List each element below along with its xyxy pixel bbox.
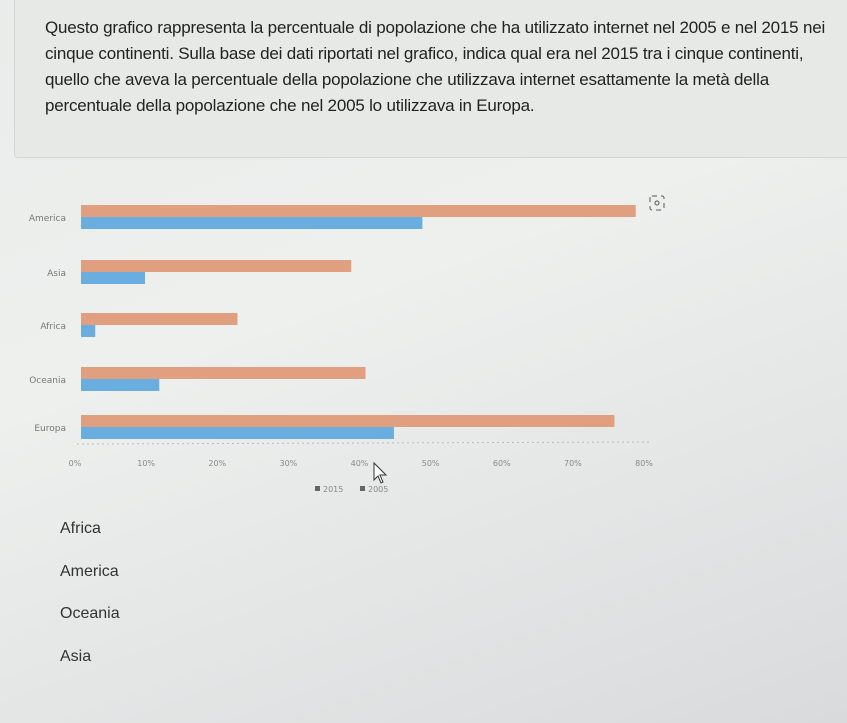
- x-tick-label: 60%: [493, 459, 511, 468]
- x-tick-label: 10%: [137, 459, 155, 468]
- x-tick-label: 20%: [208, 459, 226, 468]
- legend-marker-2015: [315, 486, 320, 491]
- bar-2015-africa: [81, 313, 238, 325]
- x-tick-label: 40%: [351, 459, 369, 468]
- option-oceania[interactable]: Oceania: [60, 605, 120, 622]
- cursor-icon: [373, 461, 388, 484]
- x-tick-label: 70%: [564, 459, 582, 468]
- legend-label: 2005: [368, 485, 388, 494]
- x-tick-label: 50%: [422, 459, 440, 468]
- bar-2005-europa: [81, 427, 394, 439]
- option-asia[interactable]: Asia: [60, 648, 92, 665]
- question-text: Questo grafico rappresenta la percentual…: [45, 18, 826, 115]
- category-label: Oceania: [29, 376, 66, 386]
- x-tick-label: 0%: [69, 459, 82, 468]
- category-label: Africa: [40, 322, 66, 332]
- category-label: America: [29, 214, 66, 224]
- category-label: Europa: [34, 424, 66, 434]
- x-axis: [76, 441, 651, 445]
- bar-2015-oceania: [81, 367, 366, 379]
- question-box: Questo grafico rappresenta la percentual…: [14, 0, 847, 158]
- bar-2005-africa: [81, 325, 96, 337]
- focus-icon: [649, 195, 665, 211]
- bar-2005-america: [81, 217, 423, 229]
- category-label: Asia: [47, 269, 66, 279]
- x-tick-label: 80%: [635, 459, 653, 468]
- option-america[interactable]: America: [60, 563, 119, 580]
- x-tick-label: 30%: [279, 459, 297, 468]
- bar-2015-asia: [81, 260, 352, 272]
- bar-2015-europa: [81, 415, 615, 427]
- option-africa[interactable]: Africa: [60, 520, 101, 537]
- bar-2005-asia: [81, 272, 146, 284]
- bar-chart: America Asia Africa Oceania Europa 0% 10% 20% 30…: [29, 195, 665, 494]
- bar-2005-oceania: [81, 379, 160, 391]
- bar-2015-america: [81, 205, 636, 217]
- legend-marker-2005: [360, 486, 365, 491]
- legend-label: 2015: [323, 485, 343, 494]
- focus-icon-dot: [654, 200, 660, 206]
